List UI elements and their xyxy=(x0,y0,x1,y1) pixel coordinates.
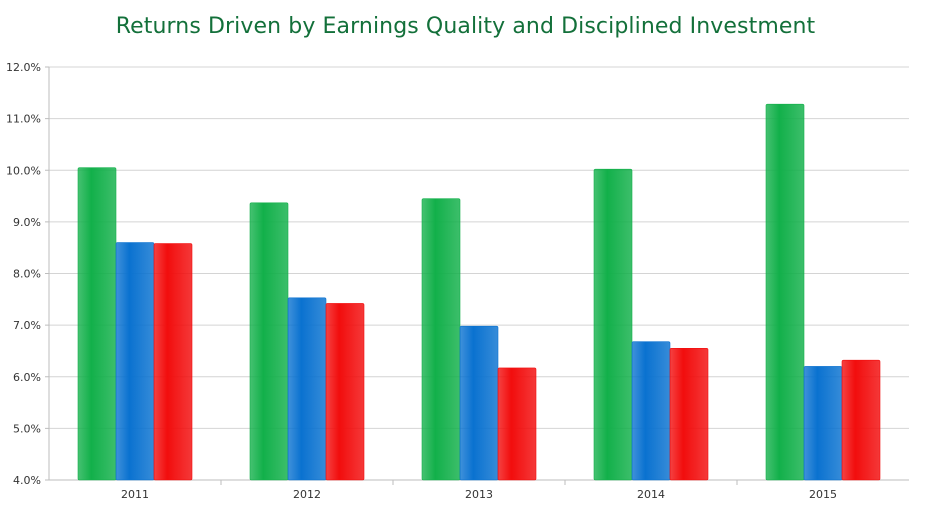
bar xyxy=(631,341,671,481)
y-tick-label: 12.0% xyxy=(6,61,41,74)
y-tick-label: 4.0% xyxy=(13,474,41,487)
x-tick-label: 2011 xyxy=(121,488,149,501)
bar xyxy=(115,242,155,481)
y-tick-label: 6.0% xyxy=(13,371,41,384)
y-tick-label: 7.0% xyxy=(13,319,41,332)
y-tick-label: 9.0% xyxy=(13,216,41,229)
bar xyxy=(287,297,327,481)
bar xyxy=(77,167,117,481)
bar xyxy=(765,103,805,481)
bar xyxy=(325,303,365,481)
bar xyxy=(497,367,537,481)
y-tick-label: 10.0% xyxy=(6,164,41,177)
bar xyxy=(249,202,289,481)
bar xyxy=(593,168,633,481)
bar xyxy=(803,366,843,481)
y-tick-label: 8.0% xyxy=(13,268,41,281)
x-tick-label: 2014 xyxy=(637,488,665,501)
bar xyxy=(669,348,709,481)
bar xyxy=(841,359,881,481)
x-tick-label: 2015 xyxy=(809,488,837,501)
bar xyxy=(153,243,193,481)
y-tick-label: 11.0% xyxy=(6,113,41,126)
bar xyxy=(421,198,461,481)
chart-title: Returns Driven by Earnings Quality and D… xyxy=(115,14,816,39)
x-tick-label: 2013 xyxy=(465,488,493,501)
y-tick-label: 5.0% xyxy=(13,422,41,435)
bar xyxy=(459,325,499,481)
x-tick-label: 2012 xyxy=(293,488,321,501)
